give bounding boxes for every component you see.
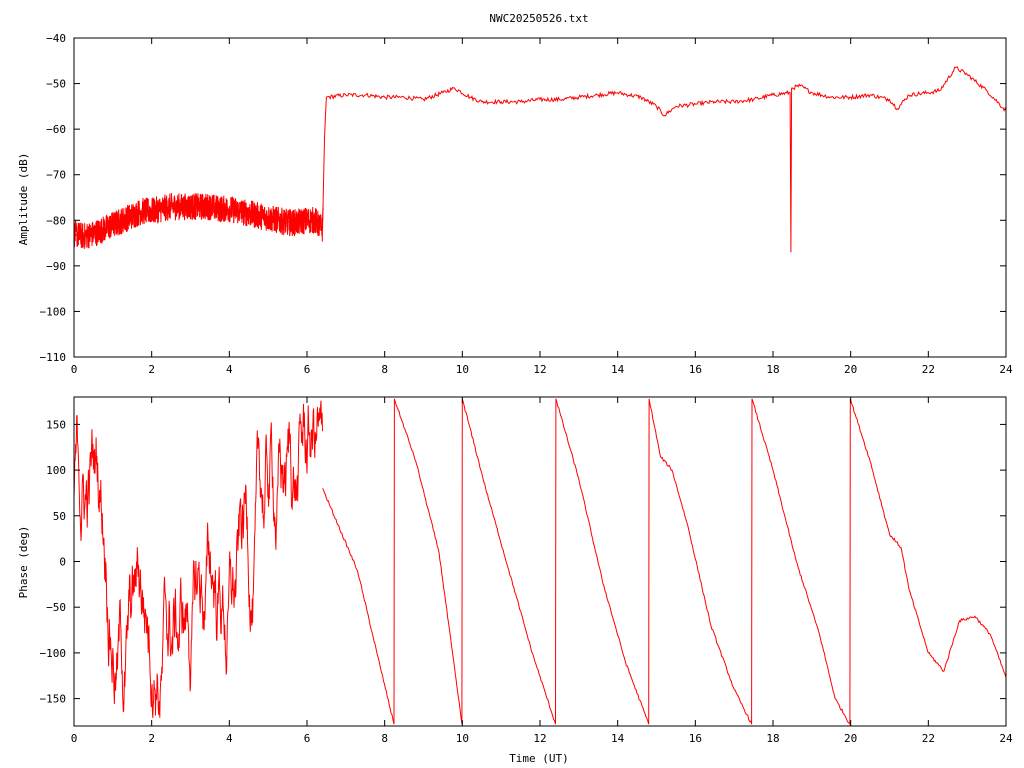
phase-x-tick-label: 6 [304,732,311,745]
phase-x-tick-label: 24 [999,732,1013,745]
amplitude-y-tick-label: −70 [46,169,66,182]
amplitude-y-tick-label: −50 [46,78,66,91]
phase-noise-trace [73,400,323,718]
amplitude-x-tick-label: 18 [766,363,779,376]
amplitude-noise-trace [73,193,324,249]
amplitude-y-tick-label: −110 [40,351,67,364]
amplitude-traces [73,66,1007,253]
phase-ticks: 0 2 4 6 8 10 12 14 16 18 20 22 24150100500−50−100−15… [40,397,1013,745]
phase-x-tick-label: 18 [766,732,779,745]
phase-y-tick-label: −150 [40,693,67,706]
amplitude-x-tick-label: 20 [844,363,857,376]
amplitude-x-tick-label: 10 [456,363,469,376]
phase-y-tick-label: 0 [59,556,66,569]
amplitude-x-tick-label: 6 [304,363,311,376]
phase-x-tick-label: 10 [456,732,469,745]
amplitude-y-tick-label: −90 [46,260,66,273]
amplitude-panel: 0 2 4 6 8 10 12 14 16 18 20 22 24−40−50−60−70−80−90−… [17,32,1013,376]
phase-y-tick-label: 100 [46,464,66,477]
phase-x-tick-label: 4 [226,732,233,745]
phase-x-tick-label: 20 [844,732,857,745]
amplitude-x-tick-label: 14 [611,363,625,376]
phase-x-axis-label: Time (UT) [509,752,569,765]
amplitude-x-tick-label: 2 [148,363,155,376]
amplitude-y-tick-label: −60 [46,123,66,136]
phase-y-tick-label: 50 [53,510,66,523]
phase-x-tick-label: 8 [381,732,388,745]
amplitude-y-tick-label: −80 [46,214,66,227]
amplitude-x-tick-label: 0 [71,363,78,376]
phase-y-tick-label: −50 [46,601,66,614]
amplitude-y-tick-label: −100 [40,305,67,318]
phase-x-tick-label: 22 [922,732,935,745]
amplitude-x-tick-label: 16 [689,363,702,376]
phase-traces [73,398,1007,726]
phase-x-tick-label: 16 [689,732,702,745]
amplitude-x-tick-label: 8 [381,363,388,376]
chart-title: NWC20250526.txt [489,12,588,25]
phase-series-line [322,398,1007,726]
phase-x-tick-label: 2 [148,732,155,745]
phase-panel: 0 2 4 6 8 10 12 14 16 18 20 22 24150100500−50−100−15… [17,396,1013,765]
phase-x-tick-label: 0 [71,732,78,745]
amplitude-x-tick-label: 22 [922,363,935,376]
phase-y-tick-label: 150 [46,418,66,431]
phase-y-axis-label: Phase (deg) [17,526,30,599]
amplitude-x-tick-label: 24 [999,363,1013,376]
phase-x-tick-label: 12 [533,732,546,745]
amplitude-y-axis-label: Amplitude (dB) [17,153,30,246]
phase-y-tick-label: −100 [40,647,67,660]
amplitude-x-tick-label: 12 [533,363,546,376]
amplitude-ticks: 0 2 4 6 8 10 12 14 16 18 20 22 24−40−50−60−70−80−90−… [40,32,1013,376]
amplitude-x-tick-label: 4 [226,363,233,376]
amplitude-y-tick-label: −40 [46,32,66,45]
phase-x-tick-label: 14 [611,732,625,745]
